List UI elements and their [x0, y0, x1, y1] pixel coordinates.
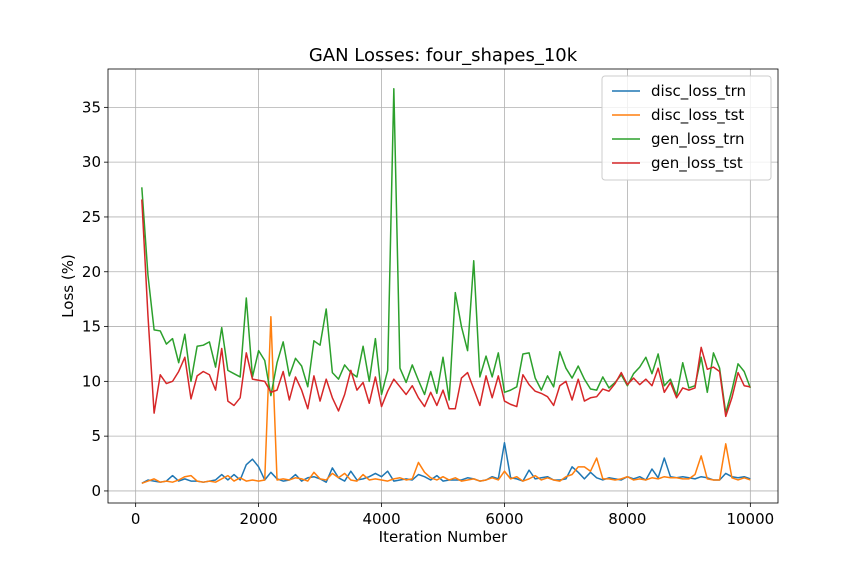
series-line-gen_loss_trn — [141, 87, 752, 414]
y-tick-label: 5 — [91, 427, 101, 445]
y-tick-label: 10 — [82, 372, 101, 390]
y-tick-label: 20 — [82, 263, 101, 281]
chart-title: GAN Losses: four_shapes_10k — [309, 45, 578, 66]
legend-box — [601, 75, 772, 181]
plot-frame — [107, 68, 779, 504]
series-line-gen_loss_tst — [141, 199, 751, 418]
x-tick-label: 8000 — [608, 510, 646, 528]
legend-label-disc_loss_tst: disc_loss_tst — [651, 106, 744, 125]
x-tick-label: 10000 — [726, 510, 774, 528]
y-axis-title: Loss (%) — [59, 254, 77, 318]
legend: disc_loss_trn disc_loss_tst gen_loss_trnge… — [601, 75, 772, 181]
x-axis-title: Iteration Number — [379, 528, 508, 546]
x-tick-label: 6000 — [485, 510, 523, 528]
y-tick-label: 15 — [82, 318, 101, 336]
y-tick-label: 25 — [82, 208, 101, 226]
y-tick-label: 0 — [91, 482, 101, 500]
legend-label-gen_loss_trn: gen_loss_trn — [651, 130, 745, 149]
y-tick-label: 35 — [82, 98, 101, 116]
y-tick-label: 30 — [82, 153, 101, 171]
legend-label-disc_loss_trn: disc_loss_trn — [651, 82, 746, 101]
series-lines — [141, 87, 752, 484]
series-line-disc_loss_tst — [141, 315, 751, 484]
x-tick-label: 4000 — [362, 510, 400, 528]
legend-label-gen_loss_tst: gen_loss_tst — [651, 154, 743, 173]
series-line-disc_loss_trn — [141, 441, 751, 484]
x-axis-ticks: 0 2000 4000 6000 8000 10000 — [131, 503, 774, 528]
x-tick-label: 2000 — [240, 510, 278, 528]
y-axis-ticks: 0 5 10 15 20 25 30 35 — [82, 98, 108, 500]
x-tick-label: 0 — [131, 510, 141, 528]
